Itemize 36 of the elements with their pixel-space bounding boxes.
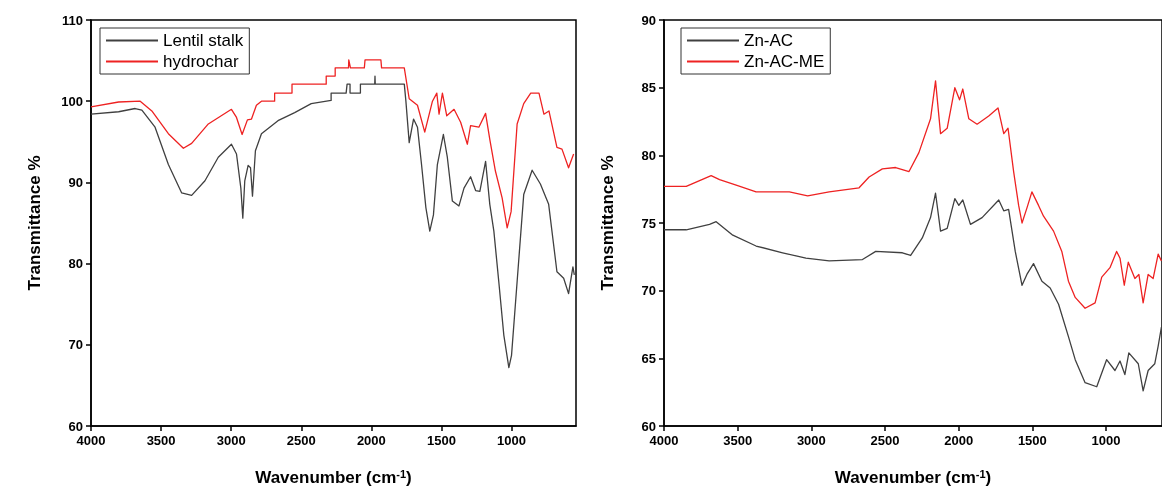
legend-label: hydrochar bbox=[163, 52, 239, 71]
x-tick-label: 4000 bbox=[76, 433, 106, 448]
y-tick-label: 90 bbox=[641, 12, 656, 28]
legend-label: Zn-AC-ME bbox=[744, 52, 825, 71]
y-tick-label: 65 bbox=[641, 350, 656, 366]
y-tick-label: 70 bbox=[68, 337, 83, 353]
y-tick-label: 75 bbox=[641, 215, 656, 231]
line-series bbox=[90, 75, 575, 369]
x-tick-label: 1500 bbox=[426, 433, 456, 448]
line-series bbox=[663, 80, 1162, 309]
y-tick-label: 70 bbox=[641, 283, 656, 299]
y-tick-label: 110 bbox=[62, 12, 83, 28]
y-tick-label: 100 bbox=[61, 93, 83, 109]
x-tick-label: 2000 bbox=[356, 433, 386, 448]
legend-label: Zn-AC bbox=[744, 31, 794, 50]
x-tick-label: 3500 bbox=[146, 433, 176, 448]
x-tick-label: 2000 bbox=[944, 433, 974, 448]
y-tick-label: 80 bbox=[641, 147, 656, 163]
x-tick-label: 3500 bbox=[723, 433, 753, 448]
y-axis-title: Transmittance % bbox=[25, 155, 44, 291]
line-series bbox=[663, 192, 1162, 392]
x-tick-label: 1000 bbox=[497, 433, 526, 448]
y-tick-label: 80 bbox=[68, 256, 83, 272]
x-tick-label: 1000 bbox=[1091, 433, 1121, 448]
x-tick-label: 1500 bbox=[1017, 433, 1047, 448]
y-tick-label: 85 bbox=[641, 80, 656, 96]
y-axis-title: Transmittance % bbox=[598, 155, 617, 291]
y-tick-label: 60 bbox=[68, 418, 83, 434]
y-tick-label: 90 bbox=[68, 174, 83, 190]
x-tick-label: 3000 bbox=[216, 433, 246, 448]
x-tick-label: 4000 bbox=[649, 433, 679, 448]
y-tick-label: 60 bbox=[641, 418, 656, 434]
legend-label: Lentil stalk bbox=[163, 31, 244, 50]
x-tick-label: 3000 bbox=[796, 433, 826, 448]
x-tick-label: 2500 bbox=[286, 433, 316, 448]
x-tick-label: 2500 bbox=[870, 433, 900, 448]
